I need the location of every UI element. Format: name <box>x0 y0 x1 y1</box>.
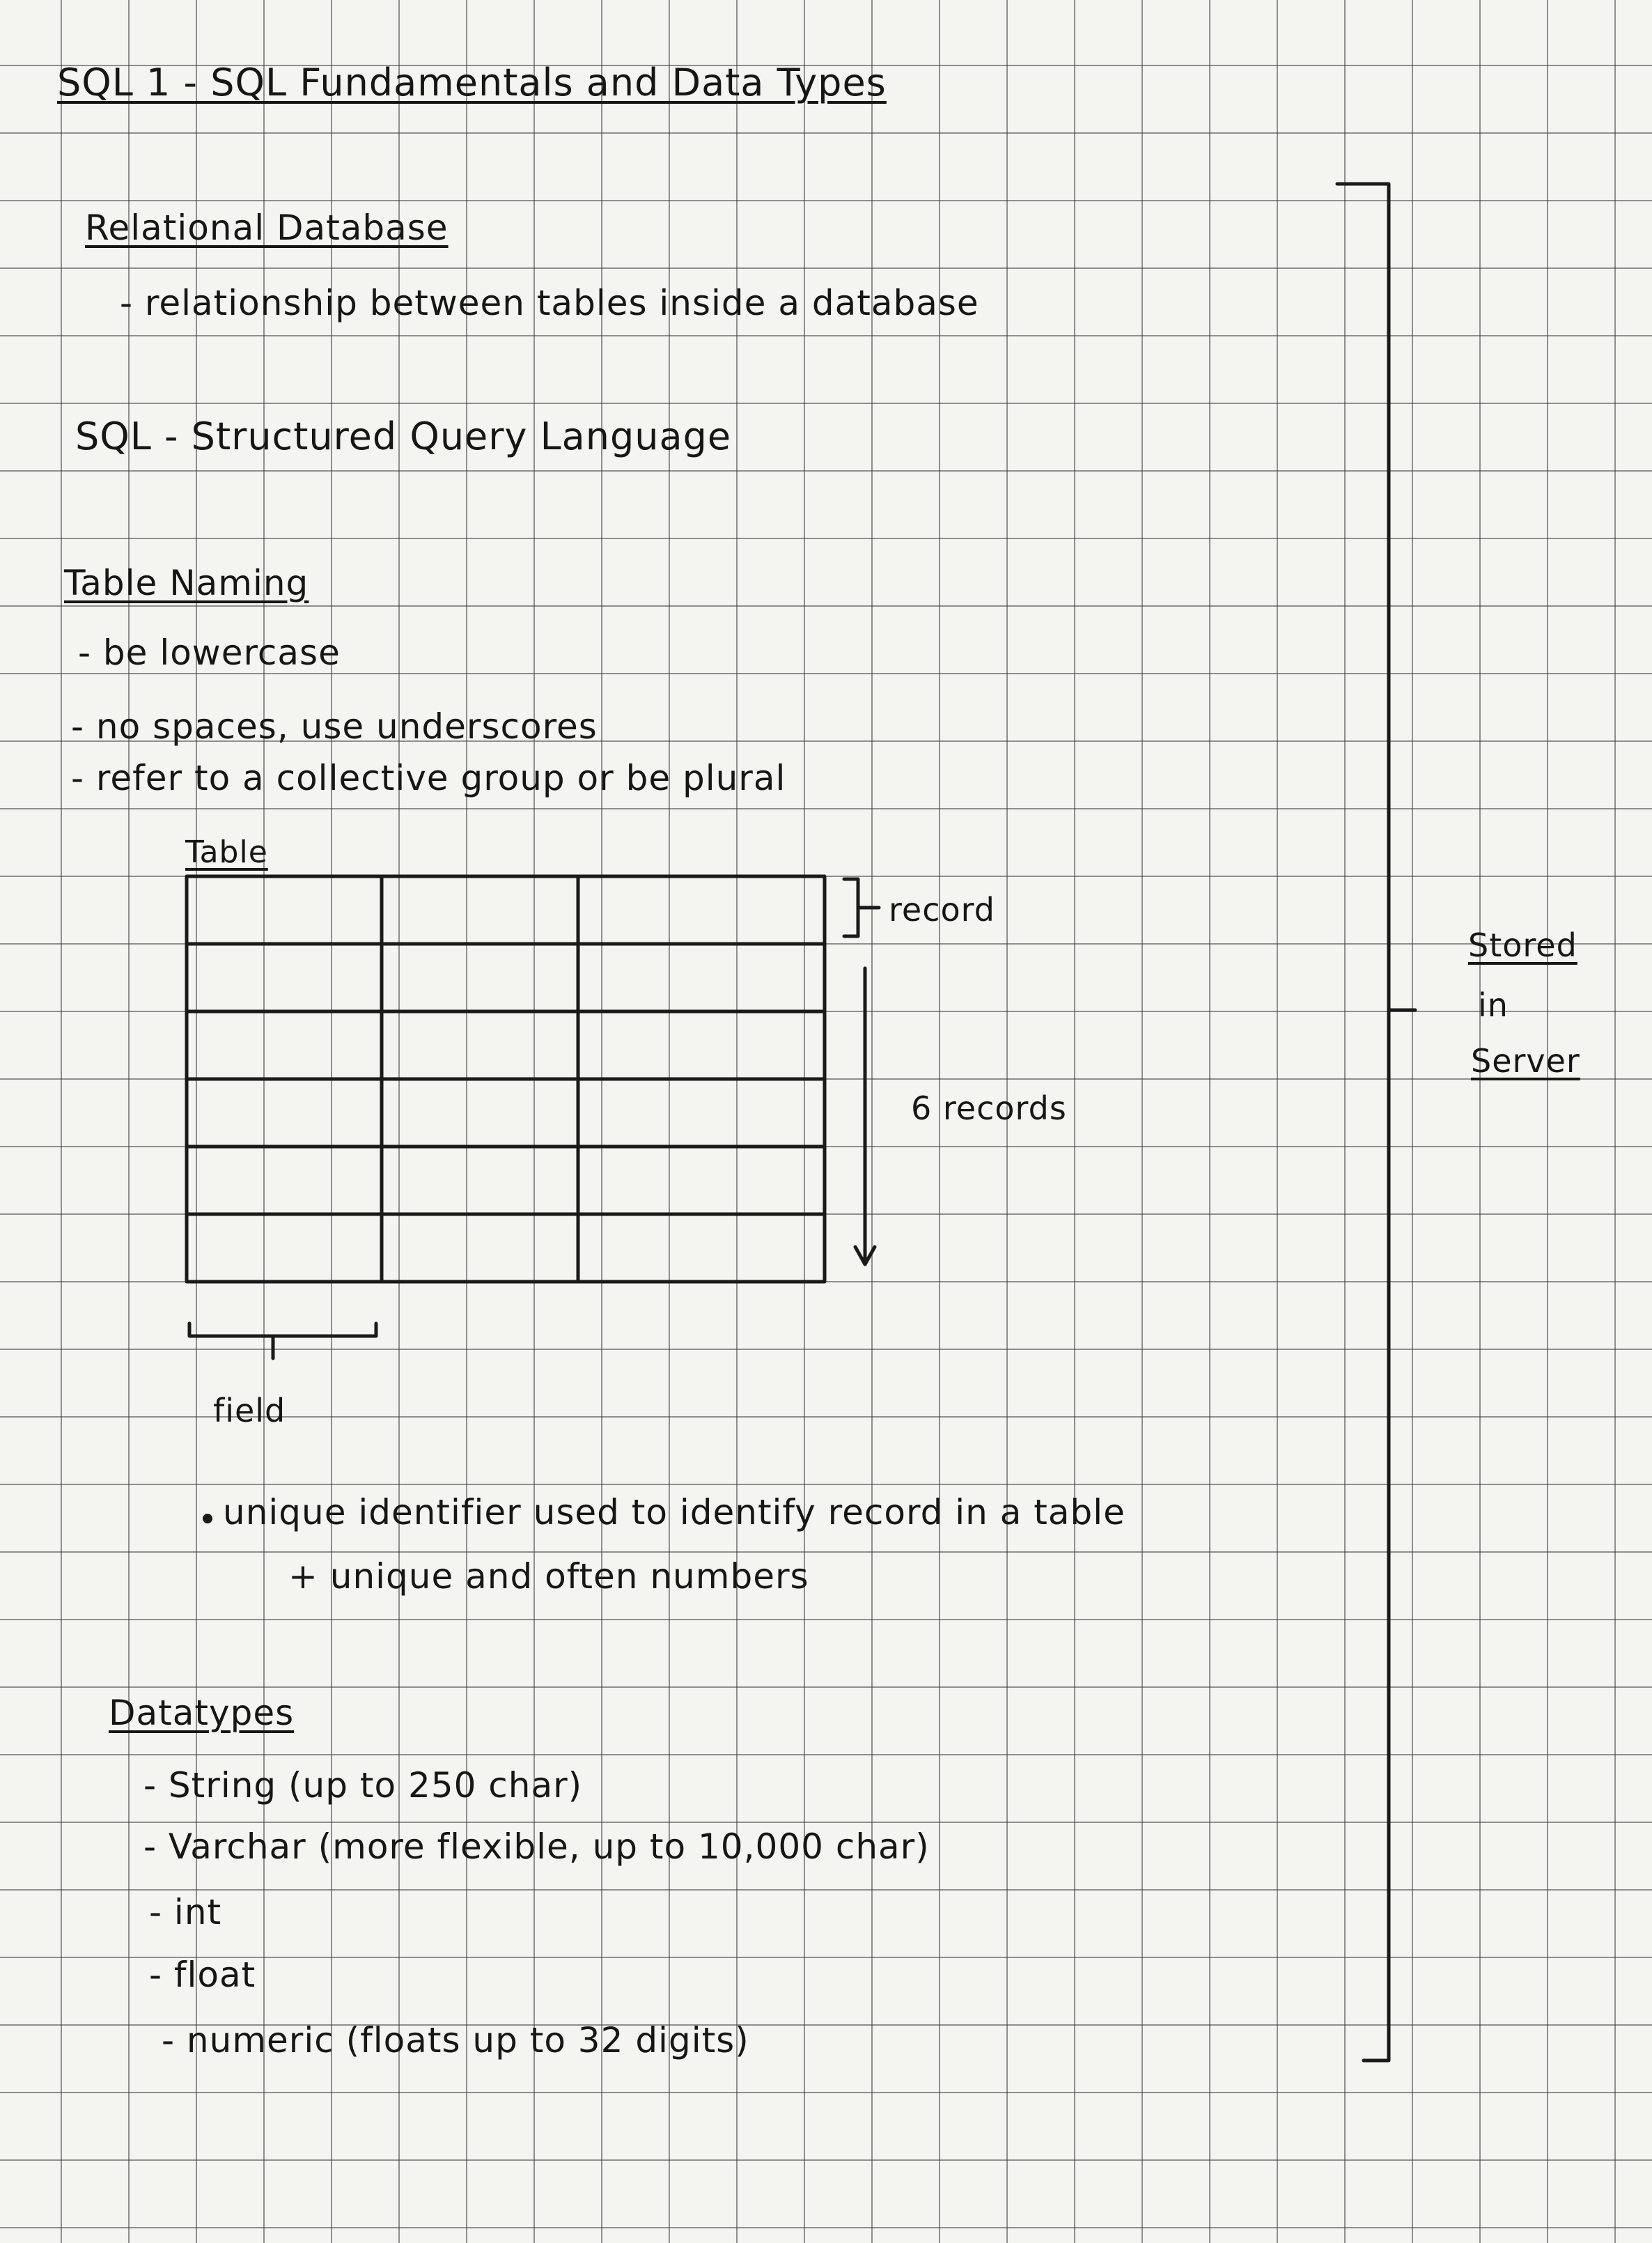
datatype-float: - float <box>149 1955 256 1995</box>
arrow-head-icon <box>853 1245 877 1266</box>
datatype-int: - int <box>149 1892 222 1932</box>
stored-label: Stored <box>1468 926 1577 964</box>
heading-datatypes: Datatypes <box>109 1693 295 1733</box>
record-label: record <box>889 891 995 929</box>
datatype-varchar: - Varchar (more flexible, up to 10,000 c… <box>143 1826 930 1867</box>
field-bracket <box>187 1321 378 1360</box>
stored-in-label: in <box>1478 986 1509 1024</box>
naming-rule-underscores: - no spaces, use underscores <box>71 706 598 747</box>
heading-table-naming: Table Naming <box>64 563 309 603</box>
field-label: field <box>213 1392 286 1429</box>
heading-relational-database: Relational Database <box>85 208 449 248</box>
identifier-definition: unique identifier used to identify recor… <box>223 1492 1125 1532</box>
naming-rule-plural: - refer to a collective group or be plur… <box>71 758 786 798</box>
table-diagram-label: Table <box>185 835 268 870</box>
record-bracket <box>842 877 881 938</box>
sql-definition: SQL - Structured Query Language <box>75 414 732 458</box>
bullet-dot-icon <box>203 1514 212 1523</box>
page-title: SQL 1 - SQL Fundamentals and Data Types <box>57 61 887 104</box>
identifier-note: + unique and often numbers <box>288 1556 809 1597</box>
datatype-string: - String (up to 250 char) <box>143 1765 583 1806</box>
server-label: Server <box>1471 1042 1580 1080</box>
naming-rule-lowercase: - be lowercase <box>78 632 341 673</box>
records-count-label: 6 records <box>911 1089 1067 1127</box>
server-bracket <box>1335 182 1417 2063</box>
relational-database-note: - relationship between tables inside a d… <box>120 283 979 323</box>
datatype-numeric: - numeric (floats up to 32 digits) <box>162 2020 749 2060</box>
